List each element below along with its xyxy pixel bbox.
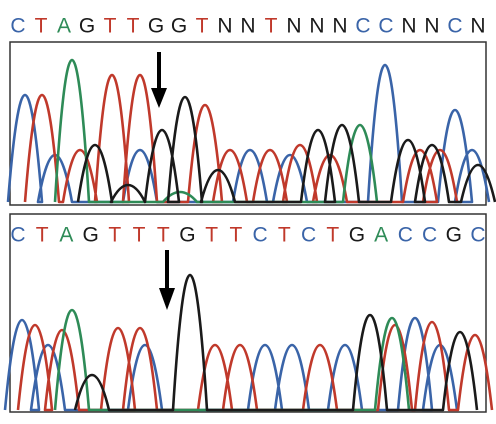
base-call: N — [240, 15, 255, 38]
base-call: G — [446, 224, 462, 247]
trace — [76, 95, 496, 204]
base-call: N — [286, 15, 301, 38]
base-call: T — [278, 224, 291, 247]
base-call: T — [36, 224, 49, 247]
base-call: C — [378, 15, 393, 38]
base-call: N — [332, 15, 347, 38]
trace — [73, 273, 479, 412]
base-call: G — [349, 224, 365, 247]
base-call: C — [447, 15, 462, 38]
base-call: G — [79, 15, 95, 38]
base-calls: C T A G T T G G T N N T N N N C C N N C NC T A G T T T G T T C T C T G A C C G… — [10, 15, 485, 247]
base-call: C — [470, 224, 485, 247]
base-call: T — [108, 224, 121, 247]
base-call: T — [196, 15, 209, 38]
base-call: T — [229, 224, 242, 247]
base-call: N — [470, 15, 485, 38]
base-call: T — [157, 224, 170, 247]
base-call: T — [205, 224, 218, 247]
panel-frame — [9, 213, 487, 413]
base-call: N — [217, 15, 232, 38]
base-call: N — [424, 15, 439, 38]
base-call: A — [374, 224, 388, 247]
base-call: T — [133, 224, 146, 247]
base-call: C — [10, 15, 25, 38]
base-call: N — [309, 15, 324, 38]
base-call: N — [401, 15, 416, 38]
base-call: G — [179, 224, 195, 247]
arrow — [159, 250, 175, 310]
base-call: C — [398, 224, 413, 247]
base-call: A — [57, 15, 71, 38]
base-call: T — [326, 224, 339, 247]
base-call: G — [82, 224, 98, 247]
base-call: G — [148, 15, 164, 38]
base-call: C — [355, 15, 370, 38]
base-call: C — [422, 224, 437, 247]
arrow — [151, 52, 167, 108]
base-call: T — [35, 15, 48, 38]
base-call: T — [104, 15, 117, 38]
base-call: G — [171, 15, 187, 38]
base-call: C — [253, 224, 268, 247]
base-call: T — [265, 15, 278, 38]
trace — [6, 63, 491, 204]
traces — [3, 58, 496, 412]
base-call: T — [127, 15, 140, 38]
base-call: A — [59, 224, 73, 247]
base-call: C — [301, 224, 316, 247]
base-call: C — [10, 224, 25, 247]
